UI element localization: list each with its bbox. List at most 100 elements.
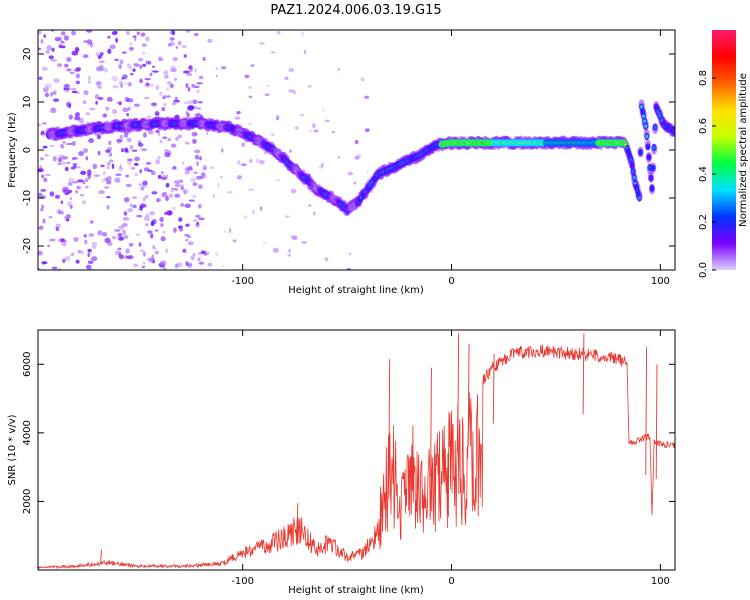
noise-speckle: [138, 242, 142, 247]
noise-speckle: [145, 213, 149, 217]
noise-speckle: [320, 163, 324, 167]
noise-speckle: [52, 156, 57, 162]
noise-speckle: [194, 154, 200, 160]
noise-speckle: [244, 215, 247, 219]
noise-speckle: [162, 136, 168, 140]
noise-speckle: [91, 256, 98, 262]
noise-speckle: [313, 129, 319, 133]
noise-speckle: [134, 63, 140, 67]
noise-speckle: [151, 191, 158, 195]
noise-speckle: [148, 257, 155, 263]
noise-speckle: [55, 226, 60, 232]
noise-speckle: [251, 209, 255, 215]
noise-speckle: [175, 46, 179, 49]
noise-speckle: [123, 133, 129, 139]
noise-speckle: [54, 37, 61, 42]
noise-speckle: [154, 229, 159, 232]
noise-speckle: [150, 220, 155, 227]
noise-speckle: [198, 252, 202, 255]
noise-speckle: [190, 105, 198, 110]
noise-speckle: [299, 113, 305, 117]
noise-speckle: [38, 30, 42, 35]
noise-speckle: [139, 78, 143, 84]
noise-speckle: [312, 211, 316, 216]
noise-speckle: [331, 131, 335, 134]
noise-speckle: [175, 262, 183, 268]
noise-speckle: [122, 230, 126, 236]
noise-speckle: [259, 206, 263, 211]
bottom-x-axis-label: Height of straight line (km): [288, 585, 424, 596]
noise-speckle: [88, 107, 96, 111]
noise-speckle: [89, 42, 94, 48]
noise-speckle: [196, 82, 203, 85]
noise-speckle: [75, 80, 81, 85]
noise-speckle: [152, 70, 159, 73]
noise-speckle: [175, 136, 179, 141]
noise-speckle: [144, 83, 151, 88]
noise-speckle: [65, 101, 72, 107]
noise-speckle: [140, 32, 146, 37]
noise-speckle: [64, 83, 70, 87]
noise-speckle: [121, 223, 128, 227]
noise-speckle: [41, 66, 48, 71]
noise-speckle: [206, 132, 209, 135]
noise-speckle: [60, 40, 65, 44]
noise-speckle: [118, 63, 123, 70]
noise-speckle: [181, 45, 187, 48]
noise-speckle: [38, 267, 41, 270]
noise-speckle: [58, 44, 63, 49]
noise-speckle: [180, 203, 185, 207]
noise-speckle: [360, 77, 365, 82]
ridge-core: [646, 145, 650, 149]
ridge-core: [629, 157, 633, 162]
colorbar-label: Normalized spectral amplitude: [738, 73, 749, 227]
noise-speckle: [197, 258, 201, 262]
noise-speckle: [169, 37, 175, 41]
noise-speckle: [364, 95, 370, 99]
noise-speckle: [248, 86, 253, 89]
noise-speckle: [92, 246, 97, 249]
noise-speckle: [149, 211, 156, 216]
noise-speckle: [129, 48, 134, 52]
noise-speckle: [119, 59, 124, 65]
noise-speckle: [198, 75, 204, 80]
noise-speckle: [86, 172, 92, 177]
noise-speckle: [262, 241, 267, 245]
noise-speckle: [41, 261, 48, 265]
noise-speckle: [277, 179, 280, 182]
noise-speckle: [346, 267, 352, 270]
noise-speckle: [258, 42, 265, 45]
colorbar: 0.0 0.2 0.4 0.6 0.8 Normalized spectral ampl…: [698, 30, 749, 278]
noise-speckle: [248, 95, 253, 99]
noise-speckle: [112, 235, 116, 240]
noise-speckle: [174, 98, 178, 102]
noise-speckle: [284, 76, 289, 81]
noise-speckle: [200, 173, 208, 179]
noise-speckle: [164, 148, 168, 152]
noise-speckle: [74, 111, 80, 118]
noise-speckle: [38, 168, 42, 173]
noise-speckle: [126, 131, 133, 135]
noise-speckle: [174, 77, 177, 82]
noise-speckle: [215, 74, 218, 78]
noise-speckle: [87, 260, 94, 264]
noise-speckle: [136, 31, 141, 36]
noise-speckle: [285, 215, 290, 218]
noise-speckle: [116, 138, 123, 143]
noise-speckle: [136, 233, 140, 236]
noise-speckle: [241, 142, 246, 148]
noise-speckle: [354, 139, 359, 145]
noise-speckle: [307, 85, 312, 88]
noise-speckle: [72, 158, 76, 161]
noise-speckle: [64, 63, 69, 68]
snr-spike: [457, 333, 460, 452]
snr-frame: [37, 329, 676, 571]
noise-speckle: [60, 240, 67, 246]
noise-speckle: [290, 188, 297, 194]
noise-speckle: [189, 67, 193, 73]
noise-speckle: [187, 105, 195, 109]
noise-speckle: [124, 255, 129, 259]
noise-speckle: [98, 55, 101, 60]
noise-speckle: [312, 123, 316, 128]
